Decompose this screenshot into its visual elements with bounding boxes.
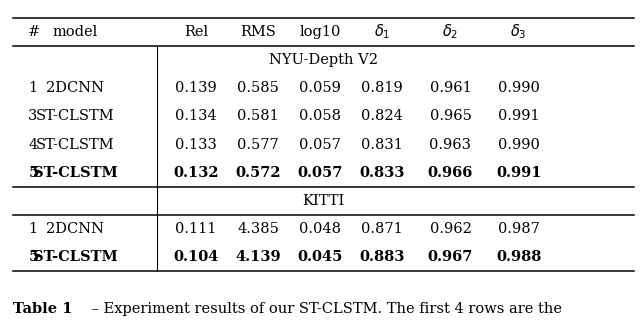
Text: 0.139: 0.139 xyxy=(175,81,217,95)
Text: 2DCNN: 2DCNN xyxy=(46,81,104,95)
Text: 0.990: 0.990 xyxy=(498,138,540,152)
Text: 0.585: 0.585 xyxy=(237,81,279,95)
Text: 0.059: 0.059 xyxy=(299,81,341,95)
Text: NYU-Depth V2: NYU-Depth V2 xyxy=(269,53,378,67)
Text: Rel: Rel xyxy=(184,25,208,39)
Text: 0.134: 0.134 xyxy=(175,110,217,123)
Text: 0.819: 0.819 xyxy=(362,81,403,95)
Text: RMS: RMS xyxy=(240,25,276,39)
Text: 0.961: 0.961 xyxy=(429,81,471,95)
Text: model: model xyxy=(52,25,97,39)
Text: ST-CLSTM: ST-CLSTM xyxy=(33,166,117,180)
Text: 0.572: 0.572 xyxy=(236,166,281,180)
Text: 0.871: 0.871 xyxy=(362,222,403,236)
Text: 0.132: 0.132 xyxy=(173,166,219,180)
Text: 0.045: 0.045 xyxy=(298,250,343,265)
Text: 5: 5 xyxy=(28,166,38,180)
Text: 0.967: 0.967 xyxy=(428,250,473,265)
Text: 0.963: 0.963 xyxy=(429,138,472,152)
Text: 4.385: 4.385 xyxy=(237,222,279,236)
Text: 0.057: 0.057 xyxy=(298,166,343,180)
Text: 0.581: 0.581 xyxy=(237,110,279,123)
Text: $\delta_2$: $\delta_2$ xyxy=(442,23,459,41)
Text: 5: 5 xyxy=(28,250,38,265)
Text: ST-CLSTM: ST-CLSTM xyxy=(36,138,114,152)
Text: #: # xyxy=(28,25,40,39)
Text: 0.831: 0.831 xyxy=(361,138,403,152)
Text: 0.104: 0.104 xyxy=(173,250,219,265)
Text: 0.057: 0.057 xyxy=(299,138,341,152)
Text: 0.987: 0.987 xyxy=(498,222,540,236)
Text: $\delta_3$: $\delta_3$ xyxy=(511,23,527,41)
Text: Table 1: Table 1 xyxy=(13,302,72,316)
Text: – Experiment results of our ST-CLSTM. The first 4 rows are the: – Experiment results of our ST-CLSTM. Th… xyxy=(87,302,563,316)
Text: 0.962: 0.962 xyxy=(429,222,472,236)
Text: 0.988: 0.988 xyxy=(496,250,541,265)
Text: 1: 1 xyxy=(28,222,38,236)
Text: 0.133: 0.133 xyxy=(175,138,217,152)
Text: 0.883: 0.883 xyxy=(360,250,405,265)
Text: 0.833: 0.833 xyxy=(360,166,405,180)
Text: $\delta_1$: $\delta_1$ xyxy=(374,23,390,41)
Text: ST-CLSTM: ST-CLSTM xyxy=(33,250,117,265)
Text: ST-CLSTM: ST-CLSTM xyxy=(36,110,114,123)
Text: 0.824: 0.824 xyxy=(361,110,403,123)
Text: KITTI: KITTI xyxy=(302,194,344,208)
Text: 0.965: 0.965 xyxy=(429,110,472,123)
Text: 0.048: 0.048 xyxy=(299,222,341,236)
Text: 0.991: 0.991 xyxy=(498,110,540,123)
Text: 2DCNN: 2DCNN xyxy=(46,222,104,236)
Text: 0.966: 0.966 xyxy=(428,166,473,180)
Text: 0.577: 0.577 xyxy=(237,138,279,152)
Text: 0.111: 0.111 xyxy=(175,222,216,236)
Text: 0.058: 0.058 xyxy=(299,110,341,123)
Text: 1: 1 xyxy=(28,81,38,95)
Text: log10: log10 xyxy=(300,25,340,39)
Text: 4.139: 4.139 xyxy=(236,250,281,265)
Text: 0.991: 0.991 xyxy=(496,166,541,180)
Text: 3: 3 xyxy=(28,110,38,123)
Text: 4: 4 xyxy=(28,138,38,152)
Text: 0.990: 0.990 xyxy=(498,81,540,95)
